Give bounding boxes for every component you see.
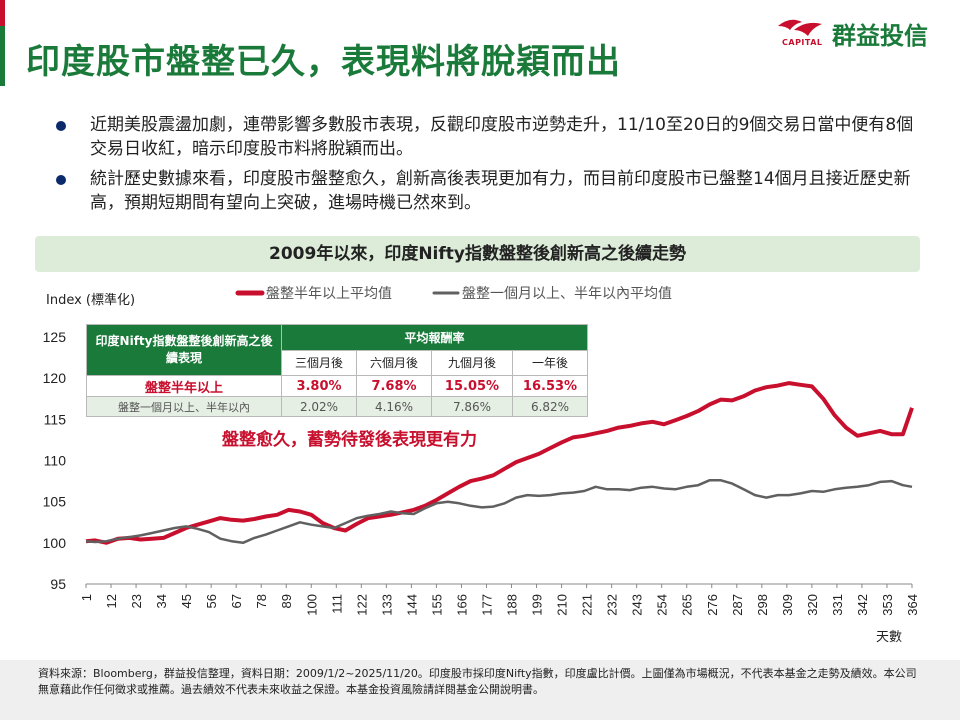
y-tick-label: 95: [50, 576, 66, 592]
bullet-dot-icon: [56, 121, 66, 131]
performance-table: 印度Nifty指數盤整後創新高之後續表現 平均報酬率 三個月後 六個月後 九個月…: [86, 324, 588, 417]
chart-annotation: 盤整愈久，蓄勢待發後表現更有力: [222, 429, 477, 450]
x-tick-label: 243: [630, 594, 645, 616]
x-tick-label: 232: [605, 594, 620, 616]
x-tick-label: 34: [154, 594, 169, 608]
x-tick-label: 78: [254, 594, 269, 608]
y-tick-label: 120: [43, 370, 67, 386]
x-tick-label: 45: [179, 594, 194, 608]
logo-mark-icon: [778, 19, 822, 36]
x-tick-label: 298: [755, 594, 770, 616]
x-tick-label: 320: [805, 594, 820, 616]
table-row-label: 盤整一個月以上、半年以內: [86, 396, 282, 417]
table-cell: 7.86%: [431, 396, 513, 417]
x-tick-label: 254: [655, 594, 670, 616]
x-axis-label: 天數: [876, 630, 902, 645]
bullet-dot-icon: [56, 175, 66, 185]
x-tick-label: 56: [204, 594, 219, 608]
x-tick-label: 12: [104, 594, 119, 608]
bullet-text: 近期美股震盪加劇，連帶影響多數股市表現，反觀印度股市逆勢走升，11/10至20日…: [90, 115, 914, 159]
x-tick-label: 133: [379, 594, 394, 616]
series-line-2: [85, 479, 913, 545]
y-tick-label: 105: [43, 494, 67, 510]
accent-bar-green: [0, 26, 5, 86]
table-cell: 7.68%: [356, 375, 432, 397]
x-tick-label: 221: [580, 594, 595, 616]
y-tick-label: 125: [43, 329, 67, 345]
x-tick-label: 265: [680, 594, 695, 616]
line-chart: 95 100 105 110 115 120 125 1 12 23 34 45 56 67 78 89 100…: [43, 286, 920, 645]
table-column-header: 三個月後: [281, 349, 357, 376]
y-axis-label: Index (標準化): [46, 292, 135, 308]
legend-label: 盤整一個月以上、半年以內平均值: [462, 286, 672, 302]
x-tick-label: 364: [905, 594, 920, 616]
y-tick-label: 110: [44, 453, 67, 469]
y-tick-label: 100: [43, 535, 67, 551]
x-tick-label: 199: [530, 594, 545, 616]
company-logo: CAPITAL 群益投信: [772, 14, 952, 50]
x-tick-label: 188: [505, 594, 520, 616]
chart-title: 2009年以來，印度Nifty指數盤整後創新高之後續走勢: [35, 236, 920, 272]
x-tick-label: 1: [79, 594, 94, 601]
table-cell: 2.02%: [281, 396, 357, 417]
x-tick-label: 342: [855, 594, 870, 616]
footer-disclaimer: 資料來源：Bloomberg，群益投信整理，資料日期：2009/1/2~2025…: [0, 660, 960, 720]
series-line-1: [85, 381, 914, 545]
legend-label: 盤整半年以上平均值: [266, 286, 392, 302]
footer-text: 資料來源：Bloomberg，群益投信整理，資料日期：2009/1/2~2025…: [38, 667, 917, 696]
x-tick-label: 309: [780, 594, 795, 616]
x-tick-label: 122: [354, 594, 369, 616]
table-group-header: 平均報酬率: [281, 324, 588, 351]
x-tick-label: 331: [830, 594, 845, 616]
table-cell: 6.82%: [512, 396, 588, 417]
table-row-label: 盤整半年以上: [86, 375, 282, 397]
x-tick-label: 287: [730, 594, 745, 616]
accent-bar-red: [0, 0, 5, 26]
x-tick-label: 166: [454, 594, 469, 616]
x-tick-label: 144: [404, 594, 419, 616]
bullet-text: 統計歷史數據來看，印度股市盤整愈久，創新高後表現更加有力，而目前印度股市已盤整1…: [90, 169, 911, 213]
page-title: 印度股市盤整已久，表現料將脫穎而出: [26, 42, 621, 82]
table-cell: 15.05%: [431, 375, 513, 397]
bullet-list: 近期美股震盪加劇，連帶影響多數股市表現，反觀印度股市逆勢走升，11/10至20日…: [56, 113, 926, 221]
x-tick-label: 23: [129, 594, 144, 608]
bullet-item: 統計歷史數據來看，印度股市盤整愈久，創新高後表現更加有力，而目前印度股市已盤整1…: [56, 167, 926, 215]
x-tick-label: 89: [279, 594, 294, 608]
x-tick-label: 67: [229, 594, 244, 608]
bullet-item: 近期美股震盪加劇，連帶影響多數股市表現，反觀印度股市逆勢走升，11/10至20日…: [56, 113, 926, 161]
y-tick-label: 115: [44, 411, 67, 427]
table-column-header: 九個月後: [431, 349, 513, 376]
x-tick-label: 177: [479, 594, 494, 616]
x-tick-label: 155: [429, 594, 444, 616]
logo-subtext: CAPITAL: [782, 38, 823, 47]
x-tick-label: 111: [329, 594, 344, 614]
table-corner-header: 印度Nifty指數盤整後創新高之後續表現: [86, 324, 282, 376]
table-row: 盤整半年以上 3.80% 7.68% 15.05% 16.53%: [86, 375, 588, 397]
table-cell: 16.53%: [512, 375, 588, 397]
table-cell: 3.80%: [281, 375, 357, 397]
x-tick-label: 276: [705, 594, 720, 616]
table-column-header: 一年後: [512, 349, 588, 376]
table-column-header: 六個月後: [356, 349, 432, 376]
logo-brand: 群益投信: [832, 22, 928, 50]
x-tick-label: 353: [880, 594, 895, 616]
table-cell: 4.16%: [356, 396, 432, 417]
x-tick-label: 100: [304, 594, 319, 616]
table-row: 盤整一個月以上、半年以內 2.02% 4.16% 7.86% 6.82%: [86, 396, 588, 417]
x-tick-label: 210: [555, 594, 570, 616]
